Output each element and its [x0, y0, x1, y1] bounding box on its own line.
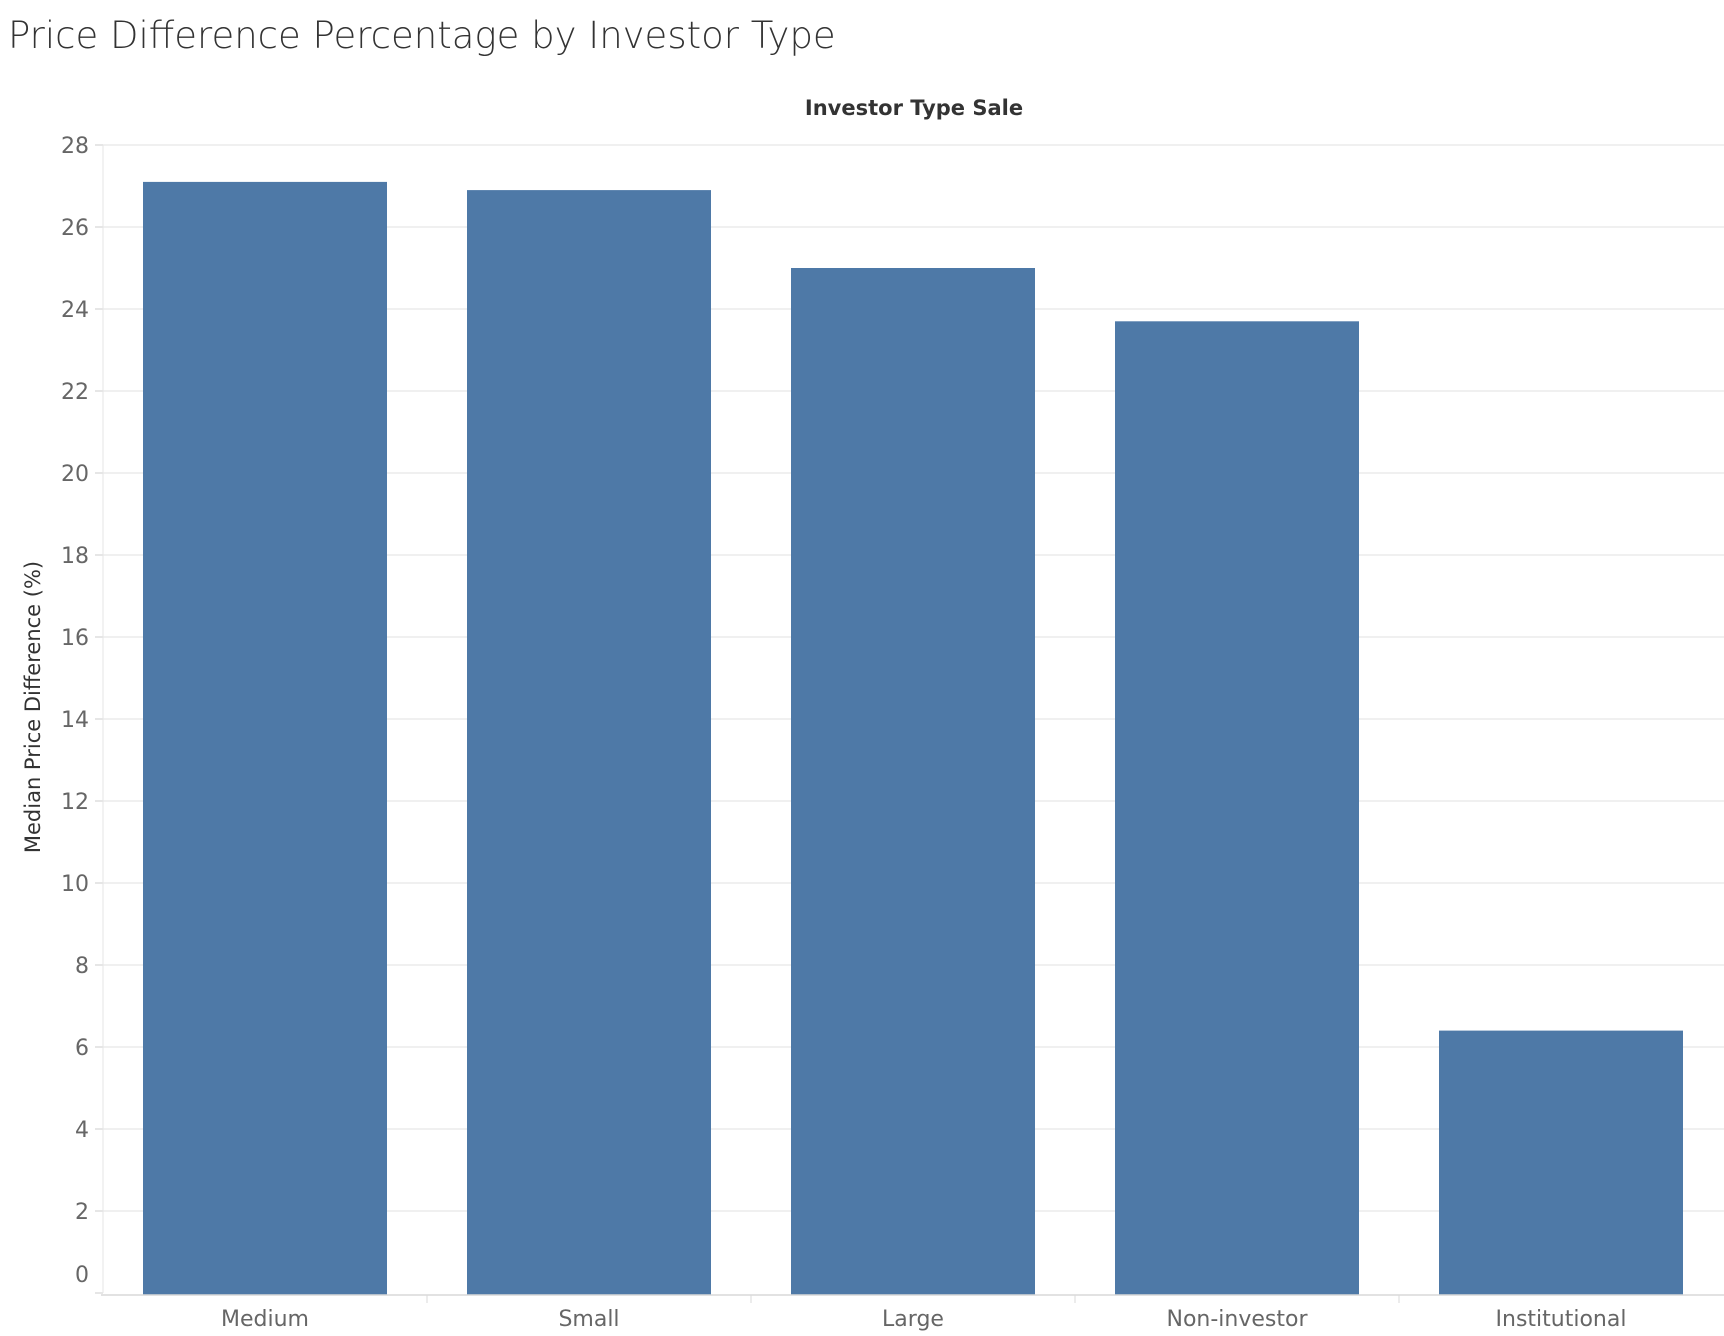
y-tick-label: 8 [75, 954, 89, 979]
y-tick-label: 2 [75, 1200, 89, 1225]
x-category-label: Medium [221, 1307, 309, 1332]
bar-non-investor[interactable] [1115, 321, 1359, 1295]
y-tick-label: 10 [61, 872, 89, 897]
y-tick-label: 12 [61, 790, 89, 815]
y-tick-label: 28 [61, 134, 89, 159]
y-axis-title: Median Price Difference (%) [21, 561, 45, 853]
bar-large[interactable] [791, 268, 1035, 1295]
y-tick-label: 6 [75, 1036, 89, 1061]
x-axis-header: Investor Type Sale [805, 96, 1023, 120]
y-tick-label: 14 [61, 708, 89, 733]
bars [143, 181, 1683, 1296]
bar-institutional[interactable] [1439, 1030, 1683, 1295]
y-tick-label: 18 [61, 544, 89, 569]
y-tick-label: 22 [61, 380, 89, 405]
y-tick-label: 16 [61, 626, 89, 651]
bar-medium[interactable] [143, 181, 387, 1295]
bar-small[interactable] [467, 190, 711, 1296]
x-category-label: Large [882, 1307, 944, 1332]
y-tick-label: 20 [61, 462, 89, 487]
x-category-label: Non-investor [1166, 1307, 1308, 1332]
y-tick-label: 0 [75, 1263, 89, 1288]
chart-title: Price Difference Percentage by Investor … [8, 14, 836, 57]
y-tick-label: 4 [75, 1118, 89, 1143]
x-category-label: Institutional [1496, 1307, 1627, 1332]
x-category-label: Small [558, 1307, 619, 1332]
y-tick-label: 26 [61, 216, 89, 241]
y-tick-label: 24 [61, 298, 89, 323]
